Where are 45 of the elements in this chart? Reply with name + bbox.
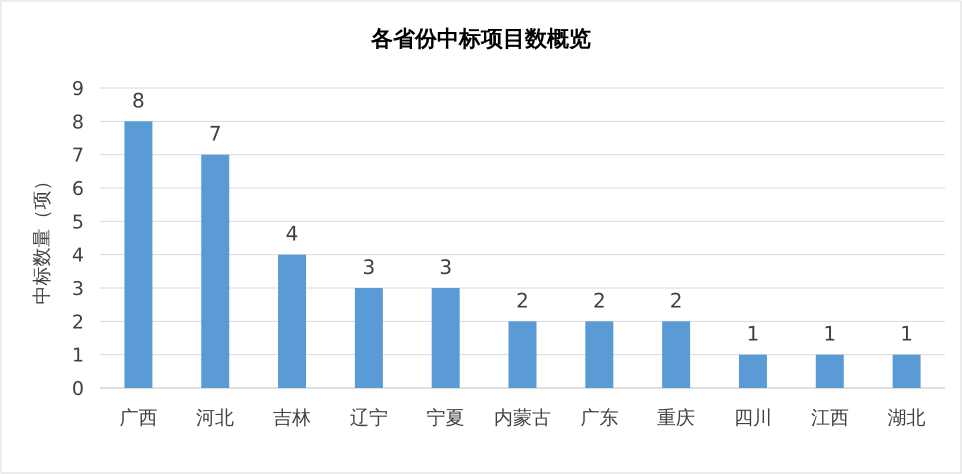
bar <box>816 354 844 388</box>
bar <box>892 354 921 388</box>
data-label: 7 <box>208 122 222 146</box>
y-tick-label: 6 <box>72 178 84 200</box>
x-tick-label: 内蒙古 <box>494 407 551 429</box>
x-tick-label: 湖北 <box>888 407 926 429</box>
x-tick-label: 宁夏 <box>426 407 465 429</box>
y-tick-label: 5 <box>72 211 84 234</box>
data-label: 8 <box>132 88 145 112</box>
bar <box>432 288 460 388</box>
data-label: 1 <box>823 322 836 346</box>
y-tick-label: 2 <box>72 311 84 334</box>
x-tick-label: 四川 <box>734 407 772 429</box>
y-tick-label: 4 <box>72 244 84 267</box>
bar <box>662 321 690 388</box>
bar <box>585 321 614 388</box>
data-label: 1 <box>900 322 913 346</box>
data-label: 1 <box>746 322 760 346</box>
data-label: 2 <box>592 288 606 312</box>
data-label: 2 <box>670 288 683 312</box>
bar <box>354 288 383 388</box>
bar <box>508 321 536 388</box>
x-tick-label: 江西 <box>810 407 849 429</box>
y-tick-label: 1 <box>72 344 84 367</box>
y-axis-title: 中标数量（项） <box>31 172 53 304</box>
y-tick-label: 7 <box>72 144 84 167</box>
data-label: 4 <box>286 222 298 246</box>
bar <box>278 254 306 388</box>
x-tick-label: 河北 <box>196 407 234 429</box>
y-tick-label: 9 <box>72 78 84 100</box>
x-tick-label: 吉林 <box>273 407 312 429</box>
bar <box>201 154 230 388</box>
bar <box>124 121 152 388</box>
data-label: 2 <box>516 288 529 312</box>
y-tick-label: 0 <box>72 378 84 400</box>
data-label: 3 <box>362 255 376 279</box>
x-tick-label: 辽宁 <box>350 407 388 429</box>
bar <box>738 354 767 388</box>
y-tick-label: 8 <box>72 111 84 134</box>
y-tick-label: 3 <box>72 278 84 300</box>
data-label: 3 <box>439 255 452 279</box>
x-tick-label: 重庆 <box>657 407 696 429</box>
x-tick-label: 广东 <box>580 407 618 429</box>
chart-title: 各省份中标项目数概览 <box>370 27 591 52</box>
x-tick-label: 广西 <box>119 407 158 429</box>
